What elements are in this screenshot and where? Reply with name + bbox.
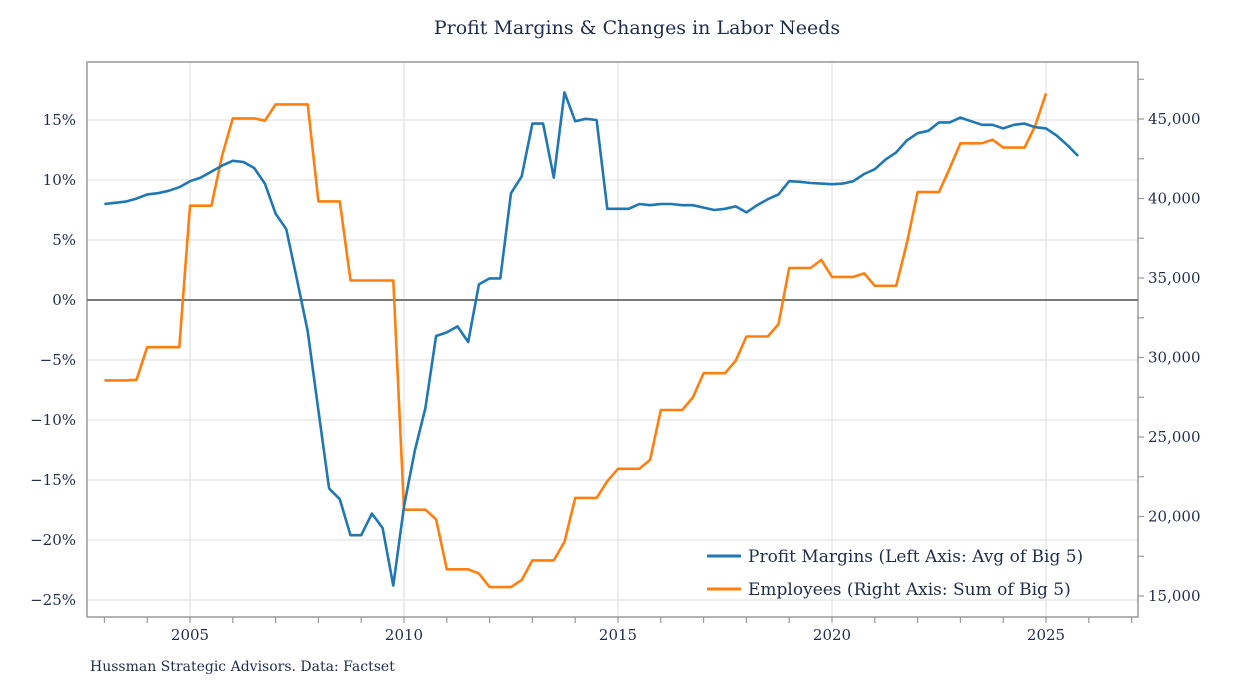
right-tick-label: 30,000 [1148, 349, 1201, 367]
legend: Profit Margins (Left Axis: Avg of Big 5)… [707, 547, 1083, 600]
chart-title: Profit Margins & Changes in Labor Needs [434, 17, 840, 39]
right-tick-label: 40,000 [1148, 190, 1201, 208]
series-line-profit-margins [104, 91, 1080, 587]
right-tick-label: 45,000 [1148, 110, 1201, 128]
series-line-employees [104, 92, 1048, 589]
x-tick-label: 2020 [813, 626, 851, 644]
plot-frame [86, 61, 1139, 618]
right-tick-label: 20,000 [1148, 508, 1201, 526]
legend-label-employees: Employees (Right Axis: Sum of Big 5) [748, 580, 1071, 600]
x-tick-label: 2025 [1027, 626, 1065, 644]
left-tick-label: −25% [30, 591, 76, 609]
right-tick-label: 35,000 [1148, 269, 1201, 287]
legend-label-profit-margins: Profit Margins (Left Axis: Avg of Big 5) [748, 547, 1083, 567]
series-lines [104, 91, 1080, 589]
left-tick-label: −10% [30, 411, 76, 429]
gridlines [87, 62, 1138, 617]
x-tick-label: 2015 [599, 626, 637, 644]
left-tick-label: −15% [30, 471, 76, 489]
left-tick-label: −20% [30, 531, 76, 549]
left-tick-label: 15% [43, 111, 76, 129]
left-tick-label: 0% [52, 291, 76, 309]
left-tick-label: −5% [40, 351, 76, 369]
right-tick-label: 25,000 [1148, 428, 1201, 446]
left-tick-label: 10% [43, 171, 76, 189]
right-tick-label: 15,000 [1148, 587, 1201, 605]
x-tick-label: 2005 [171, 626, 209, 644]
source-note: Hussman Strategic Advisors. Data: Factse… [90, 659, 395, 675]
left-tick-label: 5% [52, 231, 76, 249]
axes: 15% 10% 5% 0% −5% −10% −15% −20% −25% 45,000 40,00… [30, 78, 1201, 644]
x-tick-label: 2010 [385, 626, 423, 644]
